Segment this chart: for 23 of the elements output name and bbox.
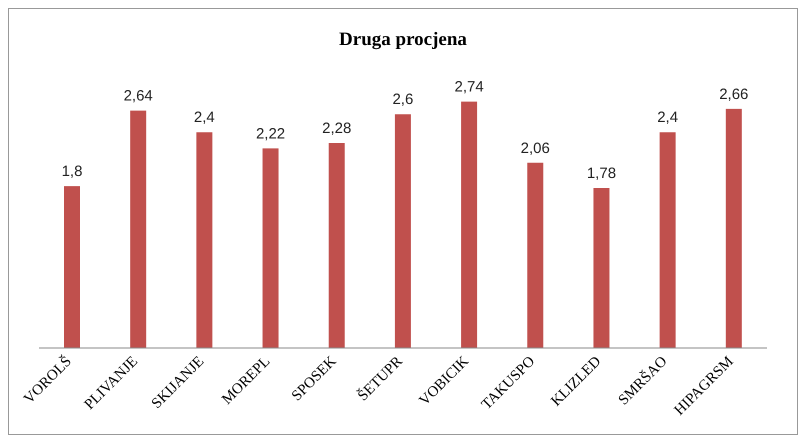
data-label: 2,74 — [454, 78, 484, 96]
data-label: 2,22 — [256, 125, 286, 142]
bar — [196, 132, 212, 348]
data-label: 2,4 — [194, 109, 215, 126]
data-label: 2,66 — [719, 86, 748, 103]
data-label: 2,4 — [657, 109, 678, 126]
bar — [64, 186, 80, 348]
data-label: 1,78 — [586, 164, 616, 182]
data-label: 2,6 — [392, 91, 414, 108]
data-label: 2,06 — [520, 140, 550, 157]
bar — [262, 148, 279, 348]
bar — [660, 132, 676, 348]
bar — [328, 142, 345, 348]
bar — [130, 110, 146, 348]
bar — [726, 108, 742, 348]
bar — [593, 188, 610, 348]
bar — [394, 114, 411, 348]
chart-title: Druga procjena — [338, 28, 468, 52]
data-label: 2,28 — [322, 120, 352, 137]
data-label: 1,8 — [62, 163, 82, 180]
bar — [527, 162, 544, 348]
bar — [461, 102, 478, 348]
data-label: 2,64 — [124, 88, 153, 105]
